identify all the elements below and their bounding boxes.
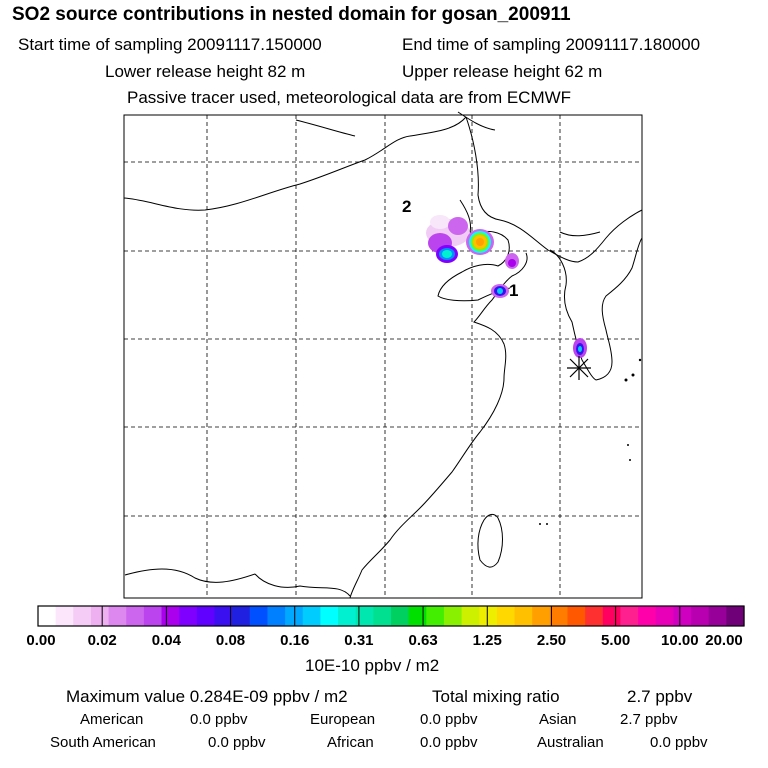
total-mixing-ratio-value: 2.7 ppbv bbox=[627, 687, 693, 706]
color-scale-cell bbox=[143, 606, 163, 626]
legend-tick-label: 0.16 bbox=[280, 632, 310, 649]
region-european-value: 0.0 ppbv bbox=[420, 711, 478, 728]
color-scale-cell bbox=[408, 606, 427, 626]
total-mixing-ratio-label: Total mixing ratio bbox=[432, 687, 560, 706]
plume-beijing bbox=[426, 215, 494, 263]
legend-tick-label: 2.50 bbox=[536, 632, 567, 649]
lower-height-text: Lower release height 82 m bbox=[105, 62, 306, 81]
legend-unit: 10E-10 ppbv / m2 bbox=[305, 656, 440, 675]
tracer-note-text: Passive tracer used, meteorological data… bbox=[127, 88, 572, 107]
islands bbox=[539, 358, 642, 525]
color-scale-cell bbox=[673, 606, 692, 626]
region-south-american-label: South American bbox=[50, 734, 156, 751]
region-australian-label: Australian bbox=[537, 734, 604, 751]
color-scale-cell bbox=[655, 606, 674, 626]
color-scale-dividers bbox=[101, 606, 681, 626]
color-scale-cell bbox=[426, 606, 445, 626]
region-australian-value: 0.0 ppbv bbox=[650, 734, 708, 751]
color-scale-cell bbox=[708, 606, 727, 626]
color-scale-cell bbox=[302, 606, 321, 626]
legend-tick-label: 0.63 bbox=[408, 632, 438, 649]
color-scale-cell bbox=[461, 606, 480, 626]
legend-tick-label: 20.00 bbox=[705, 632, 743, 649]
color-scale-cell bbox=[585, 606, 604, 626]
color-scale-cell bbox=[691, 606, 710, 626]
color-scale-cell bbox=[90, 606, 110, 626]
color-scale-cell bbox=[249, 606, 269, 626]
region-asian-value: 2.7 ppbv bbox=[620, 711, 678, 728]
color-scale-cell bbox=[196, 606, 216, 626]
region-asian-label: Asian bbox=[539, 711, 577, 728]
color-scale-cell bbox=[179, 606, 198, 626]
plume-korea bbox=[573, 338, 587, 358]
map-frame bbox=[123, 114, 643, 599]
color-scale-cell bbox=[443, 606, 463, 626]
legend-tick-label: 0.31 bbox=[344, 632, 374, 649]
color-scale-cell bbox=[108, 606, 127, 626]
region-south-american-value: 0.0 ppbv bbox=[208, 734, 266, 751]
color-scale-cell bbox=[638, 606, 657, 626]
color-scale-cell bbox=[55, 606, 74, 626]
color-scale-cell bbox=[161, 606, 180, 626]
plume-source-1 bbox=[491, 284, 509, 298]
legend-tick-label: 1.25 bbox=[472, 632, 502, 649]
figure-title: SO2 source contributions in nested domai… bbox=[12, 4, 571, 25]
color-scale-cell bbox=[514, 606, 533, 626]
color-scale-cell bbox=[232, 606, 251, 626]
color-scale-cell bbox=[567, 606, 586, 626]
region-african-value: 0.0 ppbv bbox=[420, 734, 478, 751]
color-scale-cell bbox=[391, 606, 410, 626]
upper-height-text: Upper release height 62 m bbox=[402, 62, 603, 81]
legend-tick-label: 10.00 bbox=[661, 632, 699, 649]
receptor-star-marker bbox=[567, 356, 591, 380]
color-scale-cell bbox=[726, 606, 745, 626]
color-scale-cell bbox=[620, 606, 639, 626]
color-scale-cell bbox=[285, 606, 304, 626]
color-scale-cell bbox=[479, 606, 498, 626]
legend-tick-label: 0.04 bbox=[151, 632, 181, 649]
color-scale-frame bbox=[37, 605, 745, 627]
color-scale-bar bbox=[38, 606, 745, 626]
legend-tick-label: 0.00 bbox=[26, 632, 56, 649]
maximum-value-text: Maximum value 0.284E-09 ppbv / m2 bbox=[66, 687, 348, 706]
color-scale-cell bbox=[126, 606, 145, 626]
legend-tick-label: 0.02 bbox=[87, 632, 117, 649]
color-scale-cell bbox=[73, 606, 92, 626]
source-label-2: 2 bbox=[402, 197, 411, 216]
plume-tianjin bbox=[505, 253, 519, 269]
color-scale-cell bbox=[373, 606, 392, 626]
color-scale-cell bbox=[214, 606, 233, 626]
color-scale-cell bbox=[338, 606, 357, 626]
color-scale-cell bbox=[549, 606, 569, 626]
color-scale-cell bbox=[602, 606, 622, 626]
region-african-label: African bbox=[327, 734, 374, 751]
region-american-label: American bbox=[80, 711, 144, 728]
start-time-text: Start time of sampling 20091117.150000 bbox=[18, 35, 322, 54]
region-american-value: 0.0 ppbv bbox=[190, 711, 248, 728]
source-label-1: 1 bbox=[509, 281, 518, 300]
color-scale-cell bbox=[355, 606, 374, 626]
legend-tick-label: 5.00 bbox=[601, 632, 631, 649]
legend-tick-label: 0.08 bbox=[215, 632, 246, 649]
color-scale-cell bbox=[267, 606, 286, 626]
end-time-text: End time of sampling 20091117.180000 bbox=[402, 35, 701, 54]
color-scale-cell bbox=[532, 606, 551, 626]
color-scale-cell bbox=[38, 606, 57, 626]
region-european-label: European bbox=[310, 711, 376, 728]
color-scale-cell bbox=[496, 606, 516, 626]
lat-lon-grid bbox=[124, 115, 642, 598]
color-scale-cell bbox=[320, 606, 339, 626]
